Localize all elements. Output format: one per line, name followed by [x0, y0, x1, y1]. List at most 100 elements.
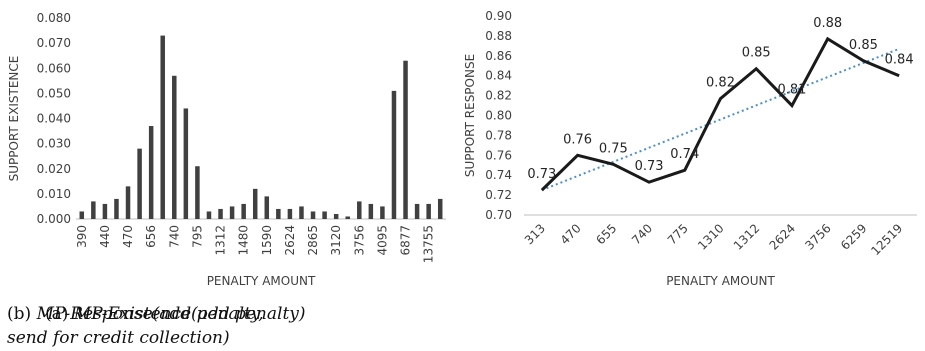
caption-b-text-line2: send for credit collection) — [7, 328, 230, 348]
data-label: 0.84 — [885, 53, 914, 68]
bar — [172, 75, 177, 219]
bar — [195, 166, 200, 219]
x-tick-label: 2624 — [283, 225, 297, 256]
bar — [403, 60, 408, 220]
y-tick-label: 0.72 — [485, 188, 512, 202]
y-axis-title: SUPPORT EXISTENCE — [7, 56, 21, 182]
y-tick-label: 0.82 — [485, 89, 512, 103]
y-tick-label: 0.020 — [37, 162, 71, 176]
x-tick-label: 313 — [522, 221, 548, 247]
caption-b: (b) MP-Response(add penalty, send for cre… — [7, 302, 462, 350]
x-tick-label: 6259 — [838, 221, 869, 252]
x-tick-label: 13755 — [422, 225, 436, 263]
bar — [437, 198, 443, 219]
bar — [391, 90, 397, 219]
x-tick-label: 795 — [190, 225, 204, 248]
bar-chart-existence: 0.000 0.010 0.020 0.030 0.040 0.050 0.060 0.070… — [7, 11, 446, 288]
x-tick-label: 1590 — [260, 225, 274, 256]
bar — [357, 201, 362, 219]
chart-panel-response: 0.70 0.72 0.74 0.76 0.78 0.80 0.82 0.84 0.86 0.88… — [462, 0, 925, 351]
x-axis-title: PENALTY AMOUNT — [207, 274, 316, 288]
bar — [241, 203, 246, 219]
bar — [299, 206, 304, 219]
data-label: 0.85 — [849, 38, 878, 53]
x-tick-label: 3756 — [802, 221, 833, 252]
trendline — [541, 47, 900, 192]
bar — [322, 211, 327, 219]
x-tick-label: 2865 — [306, 225, 320, 256]
y-tick-label: 0.080 — [37, 11, 71, 25]
x-tick-label: 740 — [167, 225, 181, 248]
y-tick-label: 0.76 — [485, 148, 512, 162]
bar — [218, 208, 223, 219]
bar — [380, 206, 385, 219]
bar — [252, 188, 258, 219]
bar — [345, 216, 350, 219]
x-tick-label: 656 — [144, 225, 158, 248]
y-tick-label: 0.060 — [37, 61, 71, 75]
x-tick-label: 3756 — [352, 225, 366, 256]
bar — [79, 211, 85, 219]
caption-b-text-line1: MP-Response(add penalty, — [36, 304, 264, 324]
y-axis-title: SUPPORT RESPONSE — [463, 54, 477, 177]
y-tick-label: 0.86 — [485, 49, 512, 63]
x-tick-label: 6877 — [399, 225, 413, 256]
y-tick-label: 0.070 — [37, 36, 71, 50]
bar — [148, 126, 154, 219]
bar — [91, 201, 96, 219]
x-tick-label: 12519 — [868, 221, 905, 258]
bar — [102, 203, 108, 219]
x-tick-label: 3120 — [329, 225, 343, 256]
caption-b-label: (b) — [7, 304, 37, 324]
bar — [160, 35, 165, 220]
bar — [333, 213, 339, 219]
caption-a-text: MP-Existence(add penalty) — [73, 304, 306, 324]
x-tick-label: 2624 — [767, 221, 798, 252]
x-tick-label: 470 — [558, 221, 584, 247]
y-tick-label: 0.80 — [485, 109, 512, 123]
bar — [183, 108, 189, 219]
x-tick-label: 440 — [98, 225, 112, 248]
y-tick-label: 0.040 — [37, 112, 71, 126]
data-label: 0.81 — [777, 83, 806, 98]
y-tick-label: 0.78 — [485, 128, 512, 142]
x-tick-label: 4095 — [375, 225, 389, 256]
x-tick-label: 1312 — [214, 225, 228, 256]
data-label: 0.88 — [813, 16, 842, 31]
y-tick-label: 0.74 — [485, 168, 512, 182]
bar — [287, 208, 293, 219]
x-tick-label: 1480 — [237, 225, 251, 256]
bar — [229, 206, 235, 219]
bar — [426, 203, 431, 219]
bar — [125, 186, 131, 219]
line-chart-response: 0.70 0.72 0.74 0.76 0.78 0.80 0.82 0.84 0.86 0.88… — [463, 9, 917, 288]
y-tick-label: 0.88 — [485, 29, 512, 43]
bar — [368, 203, 374, 219]
data-label: 0.85 — [742, 46, 771, 61]
y-tick-label: 0.000 — [37, 212, 71, 226]
y-tick-label: 0.030 — [37, 137, 71, 151]
bar — [310, 211, 316, 219]
y-tick-label: 0.70 — [485, 208, 512, 222]
x-tick-label: 655 — [593, 221, 619, 247]
data-label: 0.73 — [635, 159, 664, 174]
series-line — [540, 36, 900, 192]
y-tick-label: 0.90 — [485, 9, 512, 23]
bar — [264, 196, 270, 219]
caption-a-label: (a) — [45, 304, 74, 324]
data-label: 0.74 — [670, 147, 699, 162]
x-tick-label: 470 — [121, 225, 135, 248]
data-label: 0.76 — [563, 132, 592, 147]
x-tick-label: 1310 — [695, 221, 726, 252]
x-tick-label: 1312 — [731, 221, 762, 252]
x-tick-label: 740 — [629, 221, 655, 247]
bar — [414, 203, 420, 219]
caption-a: (a) MP-Existence(add penalty) — [45, 302, 455, 326]
y-tick-label: 0.050 — [37, 86, 71, 100]
bar — [206, 211, 212, 219]
y-tick-label: 0.84 — [485, 69, 512, 83]
bar — [137, 148, 142, 219]
x-tick-label: 775 — [665, 221, 691, 247]
bar — [114, 198, 119, 219]
chart-panel-existence: 0.000 0.010 0.020 0.030 0.040 0.050 0.060 0.070… — [0, 0, 462, 351]
